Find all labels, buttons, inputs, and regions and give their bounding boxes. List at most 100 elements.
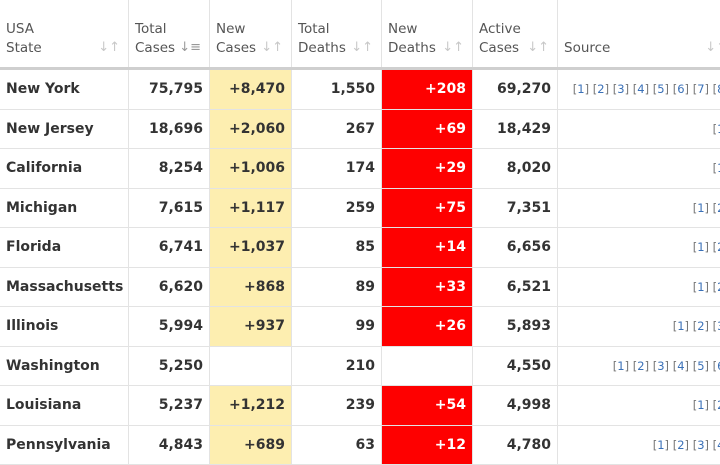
header-label-line1: New	[216, 21, 245, 37]
source-link[interactable]: [4]	[673, 359, 689, 373]
source-link[interactable]: [3]	[693, 438, 709, 452]
total-deaths-cell: 174	[292, 149, 382, 189]
sort-desc-icon[interactable]: ↓≡	[179, 38, 201, 57]
source-link[interactable]: [1]	[573, 82, 589, 96]
source-link[interactable]: [1]	[693, 240, 709, 254]
state-cell: New York	[0, 69, 129, 110]
sort-icon[interactable]: ↓↑	[351, 38, 373, 57]
source-link[interactable]: [5]	[653, 82, 669, 96]
source-link[interactable]: [3]	[713, 319, 720, 333]
total-deaths-cell: 99	[292, 307, 382, 347]
source-cell: [1] [2]	[558, 267, 720, 307]
total-cases-cell: 6,741	[129, 228, 210, 268]
active-cases-cell: 6,521	[473, 267, 558, 307]
source-link[interactable]: [3]	[653, 359, 669, 373]
source-link[interactable]: [2]	[713, 398, 720, 412]
source-link[interactable]: [2]	[693, 319, 709, 333]
source-link[interactable]: [6]	[713, 359, 720, 373]
new-cases-cell: +689	[210, 425, 292, 465]
active-cases-cell: 4,550	[473, 346, 558, 386]
source-link[interactable]: [4]	[633, 82, 649, 96]
source-cell: [1]	[558, 109, 720, 149]
column-header-new-deaths[interactable]: New Deaths ↓↑	[382, 0, 473, 69]
state-cell: Florida	[0, 228, 129, 268]
header-label-line1: New	[388, 21, 417, 37]
total-cases-cell: 5,994	[129, 307, 210, 347]
sort-icon[interactable]: ↓↑	[527, 38, 549, 57]
source-link[interactable]: [2]	[713, 201, 720, 215]
source-link[interactable]: [1]	[653, 438, 669, 452]
new-cases-cell: +8,470	[210, 69, 292, 110]
active-cases-cell: 7,351	[473, 188, 558, 228]
source-cell: [1] [2] [3] [4] [5] [6]	[558, 346, 720, 386]
header-label-line2: Source	[564, 40, 610, 56]
source-link[interactable]: [7]	[693, 82, 709, 96]
column-header-source[interactable]: Source ↓↑	[558, 0, 720, 69]
new-deaths-cell: +54	[382, 386, 473, 426]
column-header-active-cases[interactable]: Active Cases ↓↑	[473, 0, 558, 69]
new-deaths-cell: +69	[382, 109, 473, 149]
new-cases-cell	[210, 346, 292, 386]
source-cell: [1] [2]	[558, 386, 720, 426]
state-cell: California	[0, 149, 129, 189]
total-cases-cell: 5,237	[129, 386, 210, 426]
sort-icon[interactable]: ↓↑	[98, 38, 120, 57]
source-link[interactable]: [2]	[633, 359, 649, 373]
total-deaths-cell: 210	[292, 346, 382, 386]
source-link[interactable]: [1]	[713, 161, 720, 175]
source-link[interactable]: [1]	[693, 398, 709, 412]
header-label-line1: Active	[479, 21, 521, 37]
total-cases-cell: 6,620	[129, 267, 210, 307]
new-cases-cell: +1,117	[210, 188, 292, 228]
header-label-line2: Deaths	[388, 40, 436, 56]
source-link[interactable]: [3]	[613, 82, 629, 96]
source-link[interactable]: [1]	[673, 319, 689, 333]
header-label-line2: State	[6, 40, 42, 56]
new-deaths-cell: +75	[382, 188, 473, 228]
source-cell: [1] [2] [3] [4] [5] [6] [7] [8]	[558, 69, 720, 110]
source-link[interactable]: [1]	[693, 280, 709, 294]
source-link[interactable]: [1]	[613, 359, 629, 373]
active-cases-cell: 8,020	[473, 149, 558, 189]
source-link[interactable]: [2]	[593, 82, 609, 96]
column-header-new-cases[interactable]: New Cases ↓↑	[210, 0, 292, 69]
state-cell: Pennsylvania	[0, 425, 129, 465]
total-deaths-cell: 89	[292, 267, 382, 307]
header-label-line2: Cases	[479, 40, 519, 56]
sort-icon[interactable]: ↓↑	[442, 38, 464, 57]
header-label-line1: Total	[298, 21, 330, 37]
source-link[interactable]: [6]	[673, 82, 689, 96]
total-deaths-cell: 239	[292, 386, 382, 426]
total-cases-cell: 8,254	[129, 149, 210, 189]
sort-icon[interactable]: ↓↑	[261, 38, 283, 57]
total-cases-cell: 18,696	[129, 109, 210, 149]
total-deaths-cell: 63	[292, 425, 382, 465]
source-link[interactable]: [1]	[693, 201, 709, 215]
source-link[interactable]: [2]	[713, 280, 720, 294]
source-link[interactable]: [8]	[713, 82, 720, 96]
source-cell: [1] [2]	[558, 228, 720, 268]
state-cell: New Jersey	[0, 109, 129, 149]
new-cases-cell: +868	[210, 267, 292, 307]
source-link[interactable]: [2]	[713, 240, 720, 254]
sort-icon[interactable]: ↓↑	[705, 38, 720, 57]
active-cases-cell: 4,998	[473, 386, 558, 426]
source-link[interactable]: [2]	[673, 438, 689, 452]
source-link[interactable]: [4]	[713, 438, 720, 452]
source-link[interactable]: [1]	[713, 122, 720, 136]
new-cases-cell: +937	[210, 307, 292, 347]
source-cell: [1] [2] [3] [4]	[558, 425, 720, 465]
new-deaths-cell: +208	[382, 69, 473, 110]
source-link[interactable]: [5]	[693, 359, 709, 373]
header-label-line2: Cases	[216, 40, 256, 56]
active-cases-cell: 4,780	[473, 425, 558, 465]
state-cell: Washington	[0, 346, 129, 386]
